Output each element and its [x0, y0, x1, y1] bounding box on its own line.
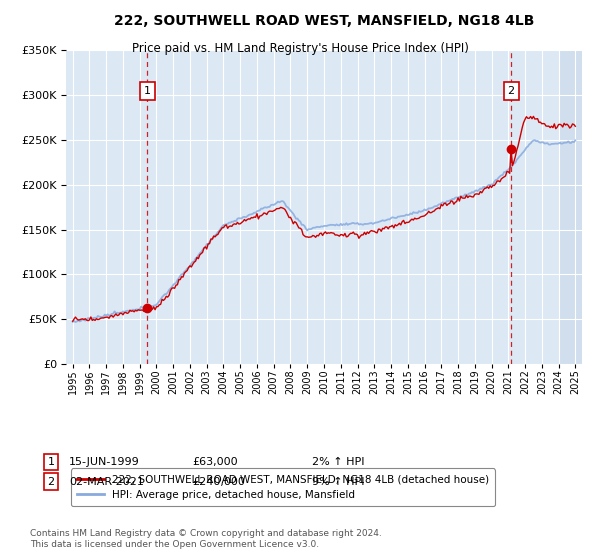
Text: 2: 2: [47, 477, 55, 487]
Bar: [559, 50, 582, 364]
Text: 1: 1: [47, 457, 55, 467]
Title: 222, SOUTHWELL ROAD WEST, MANSFIELD, NG18 4LB: 222, SOUTHWELL ROAD WEST, MANSFIELD, NG1…: [114, 15, 534, 29]
Text: Contains HM Land Registry data © Crown copyright and database right 2024.
This d: Contains HM Land Registry data © Crown c…: [30, 529, 382, 549]
Legend: 222, SOUTHWELL ROAD WEST, MANSFIELD, NG18 4LB (detached house), HPI: Average pri: 222, SOUTHWELL ROAD WEST, MANSFIELD, NG1…: [71, 469, 495, 506]
Text: 2% ↑ HPI: 2% ↑ HPI: [312, 457, 365, 467]
Text: 02-MAR-2021: 02-MAR-2021: [69, 477, 144, 487]
Text: 9% ↑ HPI: 9% ↑ HPI: [312, 477, 365, 487]
Text: 1: 1: [144, 86, 151, 96]
Text: £240,000: £240,000: [192, 477, 245, 487]
Text: 15-JUN-1999: 15-JUN-1999: [69, 457, 140, 467]
Text: 2: 2: [508, 86, 515, 96]
Text: £63,000: £63,000: [192, 457, 238, 467]
Text: Price paid vs. HM Land Registry's House Price Index (HPI): Price paid vs. HM Land Registry's House …: [131, 42, 469, 55]
